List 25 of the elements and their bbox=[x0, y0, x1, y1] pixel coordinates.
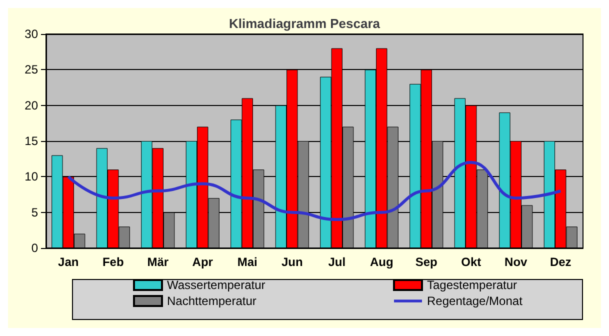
y-tick-label: 20 bbox=[24, 98, 38, 112]
legend-label: Regentage/Monat bbox=[427, 294, 524, 308]
y-tick-label: 15 bbox=[24, 134, 38, 148]
y-tick-label: 5 bbox=[31, 205, 38, 220]
y-tick-label: 25 bbox=[24, 62, 38, 77]
x-tick-label: Dez bbox=[550, 255, 572, 269]
legend-label: Nachttemperatur bbox=[167, 294, 256, 308]
x-tick-label: Mär bbox=[147, 255, 169, 269]
x-tick-label: Nov bbox=[504, 255, 528, 269]
x-tick-label: Jan bbox=[58, 255, 79, 269]
legend-label: Wassertemperatur bbox=[167, 278, 266, 292]
line-series bbox=[66, 160, 562, 221]
x-tick-label: Jun bbox=[281, 255, 303, 269]
x-tick-label: Aug bbox=[370, 255, 394, 269]
x-tick-label: Okt bbox=[461, 255, 482, 269]
x-tick-label: Jul bbox=[328, 255, 346, 269]
x-tick-label: Feb bbox=[102, 255, 124, 269]
y-tick-label: 0 bbox=[31, 241, 38, 255]
y-tick-label: 30 bbox=[24, 27, 38, 41]
x-tick-label: Apr bbox=[192, 255, 214, 269]
y-tick-label: 10 bbox=[24, 170, 38, 184]
legend-label: Tagestemperatur bbox=[427, 278, 518, 292]
x-tick-label: Sep bbox=[415, 255, 438, 269]
chart-title: Klimadiagramm Pescara bbox=[228, 16, 381, 31]
x-tick-label: Mai bbox=[237, 255, 258, 269]
